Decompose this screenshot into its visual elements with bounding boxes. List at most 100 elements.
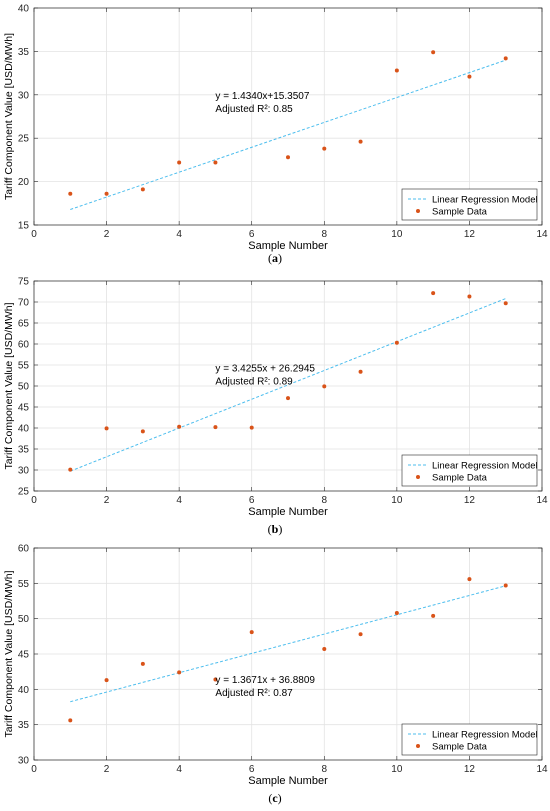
x-tick-label: 14 — [536, 495, 548, 506]
y-tick-label: 25 — [18, 487, 30, 498]
axes-box — [33, 280, 543, 492]
y-tick-label: 30 — [18, 466, 30, 477]
legend-entry-sample: Sample Data — [432, 742, 488, 753]
data-point — [358, 139, 363, 144]
data-point — [358, 369, 363, 374]
data-point — [394, 340, 399, 345]
y-tick-label: 65 — [18, 319, 30, 330]
y-tick-label: 50 — [18, 614, 30, 625]
y-axis-label: Tariff Component Value [USD/MWh] — [3, 302, 15, 469]
y-tick-label: 35 — [18, 720, 30, 731]
axes-box — [33, 547, 543, 761]
regression-line — [70, 585, 506, 703]
x-tick-label: 4 — [176, 764, 182, 775]
legend-entry-regression: Linear Regression Model — [432, 195, 538, 206]
data-point — [431, 613, 436, 618]
data-point — [177, 160, 182, 165]
y-tick-label: 15 — [18, 221, 30, 232]
x-axis-label: Sample Number — [248, 775, 328, 787]
legend-point-swatch — [416, 744, 420, 748]
data-point — [140, 187, 145, 192]
panel-caption: (b) — [268, 522, 283, 536]
chart-panel-c: 0 2 4 6 8 10 12 14 30 35 40 45 50 55 60 y = 1.3671x + 3… — [3, 544, 548, 806]
adjusted-r2: Adjusted R²: 0.89 — [215, 377, 293, 388]
data-point — [467, 74, 472, 79]
y-tick-label: 60 — [18, 544, 30, 555]
legend-entry-regression: Linear Regression Model — [432, 461, 538, 472]
x-tick-label: 10 — [391, 495, 403, 506]
legend-box — [401, 454, 538, 487]
data-point — [503, 583, 508, 588]
data-point — [358, 632, 363, 637]
legend-box — [401, 723, 538, 756]
data-point — [467, 294, 472, 299]
data-point — [213, 425, 218, 430]
x-tick-label: 0 — [31, 495, 37, 506]
x-tick-label: 8 — [322, 229, 328, 240]
data-point — [503, 301, 508, 306]
data-point — [68, 191, 73, 196]
data-point — [140, 661, 145, 666]
data-point — [249, 425, 254, 430]
data-point — [394, 68, 399, 73]
data-point — [68, 718, 73, 723]
chart-panel-a: 0 2 4 6 8 10 12 14 15 20 25 30 35 40 y = 1.4340x+15.35… — [3, 4, 548, 266]
legend-box — [401, 188, 538, 221]
y-tick-label: 25 — [18, 134, 30, 145]
y-tick-label: 40 — [18, 424, 30, 435]
data-point — [104, 678, 109, 683]
x-tick-label: 6 — [249, 229, 255, 240]
data-point — [467, 577, 472, 582]
legend-entry-regression: Linear Regression Model — [432, 730, 538, 741]
legend-point-swatch — [416, 209, 420, 213]
x-tick-label: 2 — [104, 229, 110, 240]
data-point — [68, 467, 73, 472]
y-tick-label: 30 — [18, 90, 30, 101]
regression-equation: y = 1.3671x + 36.8809 — [215, 675, 315, 686]
regression-equation: y = 3.4255x + 26.2945 — [215, 364, 315, 375]
y-tick-label: 20 — [18, 177, 30, 188]
data-point — [322, 384, 327, 389]
y-tick-label: 45 — [18, 650, 30, 661]
x-tick-label: 6 — [249, 495, 255, 506]
x-tick-label: 8 — [322, 495, 328, 506]
data-point — [286, 155, 290, 160]
panel-caption: (a) — [268, 251, 282, 265]
data-point — [322, 647, 327, 652]
y-tick-label: 30 — [18, 756, 30, 767]
data-point — [140, 429, 145, 434]
x-tick-label: 4 — [176, 229, 182, 240]
axes-box — [33, 7, 543, 226]
x-tick-label: 0 — [31, 229, 37, 240]
x-tick-label: 8 — [322, 764, 328, 775]
y-axis-label: Tariff Component Value [USD/MWh] — [3, 33, 15, 200]
x-tick-label: 2 — [104, 495, 110, 506]
data-point — [394, 611, 399, 616]
x-tick-label: 0 — [31, 764, 37, 775]
regression-line — [70, 59, 506, 210]
data-point — [322, 146, 327, 151]
x-tick-label: 14 — [536, 229, 548, 240]
legend-point-swatch — [416, 475, 420, 479]
y-tick-label: 40 — [18, 4, 30, 15]
legend-entry-sample: Sample Data — [432, 473, 488, 484]
regression-equation: y = 1.4340x+15.3507 — [215, 91, 309, 102]
data-point — [503, 56, 508, 61]
data-point — [286, 396, 290, 401]
y-tick-label: 55 — [18, 361, 30, 372]
y-tick-label: 75 — [18, 277, 30, 288]
legend-entry-sample: Sample Data — [432, 207, 488, 218]
y-axis-label: Tariff Component Value [USD/MWh] — [3, 570, 15, 737]
x-tick-label: 12 — [464, 764, 476, 775]
data-point — [249, 630, 254, 635]
data-point — [213, 160, 218, 165]
x-tick-label: 2 — [104, 764, 110, 775]
y-tick-label: 50 — [18, 382, 30, 393]
data-point — [104, 191, 109, 196]
x-tick-label: 6 — [249, 764, 255, 775]
y-tick-label: 40 — [18, 685, 30, 696]
adjusted-r2: Adjusted R²: 0.87 — [215, 688, 293, 699]
